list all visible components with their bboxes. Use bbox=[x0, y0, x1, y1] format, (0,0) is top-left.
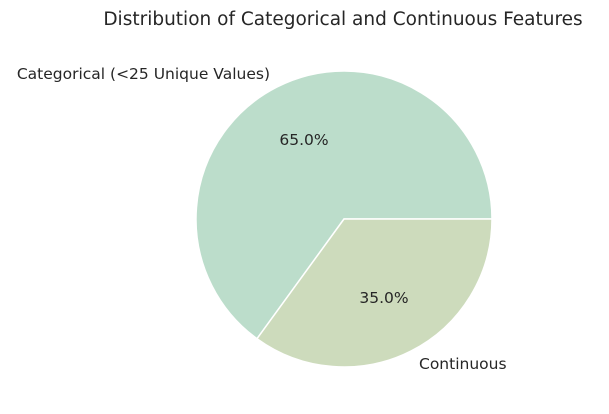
slice-percent-2: 35.0% bbox=[359, 289, 408, 307]
pie-slice-1 bbox=[195, 70, 493, 340]
slice-percent-1: 65.0% bbox=[279, 131, 328, 149]
pie-slices bbox=[195, 70, 493, 368]
chart-title: Distribution of Categorical and Continuo… bbox=[103, 9, 582, 30]
pie-slice-2 bbox=[255, 218, 493, 368]
pie-labels: Categorical (<25 Unique Values) 65.0% Cont… bbox=[17, 65, 507, 373]
slice-label-2: Continuous bbox=[419, 355, 507, 373]
slice-label-1: Categorical (<25 Unique Values) bbox=[17, 65, 270, 83]
